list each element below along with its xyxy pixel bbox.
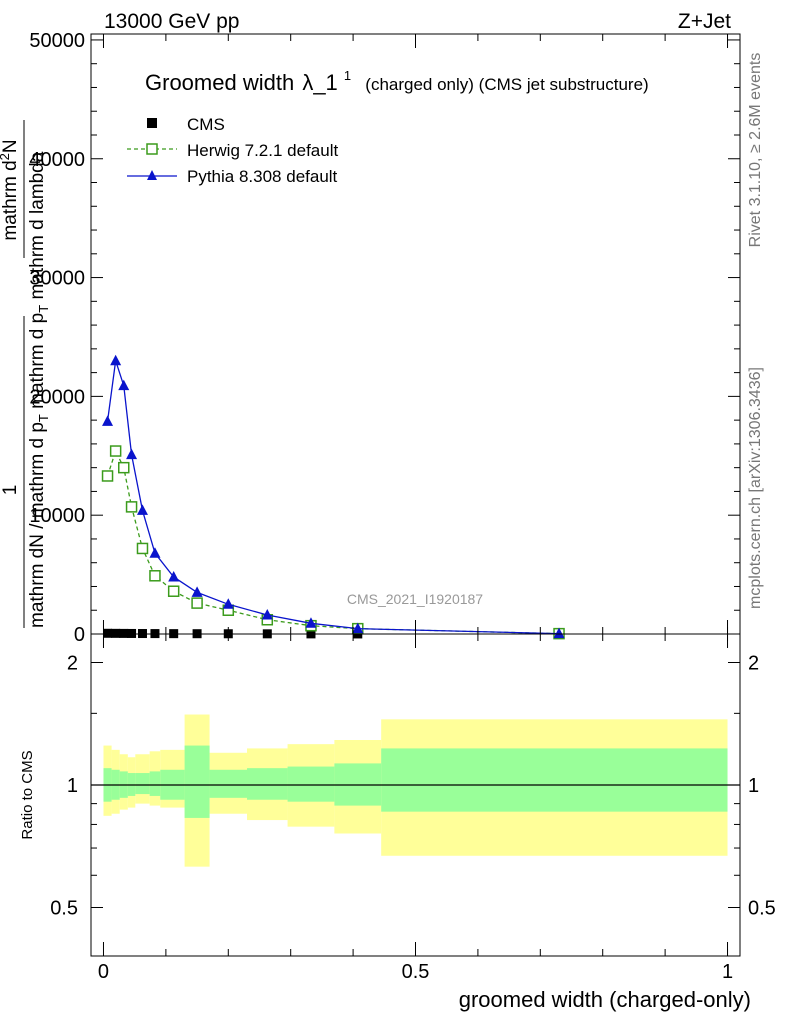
legend-label-herwig: Herwig 7.2.1 default: [187, 141, 338, 160]
legend-label-cms: CMS: [187, 115, 225, 134]
data-point-herwig: [191, 597, 203, 609]
rivet-version-label: Rivet 3.1.10, ≥ 2.6M events: [747, 53, 764, 248]
data-point-pythia: [136, 504, 148, 515]
data-point-herwig: [109, 445, 122, 457]
x-tick-label: 0: [98, 961, 109, 983]
uncertainty-band-stat: [184, 745, 210, 818]
data-point-pythia: [149, 547, 161, 558]
process-label: Z+Jet: [678, 10, 731, 33]
ratio-y-tick-label-right: 2: [748, 653, 759, 675]
x-tick-label: 0.5: [402, 961, 430, 983]
legend-marker-cms: [147, 118, 157, 128]
data-point-pythia: [118, 379, 130, 391]
data-point-herwig: [149, 570, 161, 582]
ratio-y-tick-label-right: 1: [748, 775, 759, 797]
uncertainty-band-stat: [135, 773, 150, 795]
main-y-axis-label: 1 mathrm dN / mathrm d pT mathrm d pT ma…: [0, 120, 51, 628]
data-point-pythia: [191, 586, 203, 597]
data-point-pythia: [102, 415, 114, 426]
main-plot-content: [101, 354, 565, 640]
ratio-y-axis-label: Ratio to CMS: [19, 750, 36, 839]
ratio-y-axis: 0.5 0.5 1 1 2 2: [50, 653, 776, 920]
ylabel-numerator-2: mathrm d2N: [0, 139, 21, 240]
data-point-herwig: [136, 542, 149, 555]
main-y-axis: 0 10000 20000 30000 40000 50000: [29, 30, 740, 646]
main-distribution-panel: 0 10000 20000 30000 40000 50000 CMS_2021_I192…: [0, 30, 741, 646]
ylabel-denominator-1: mathrm dN / mathrm d pT mathrm d pT math…: [27, 151, 51, 628]
ylabel-numerator-1: 1: [0, 485, 21, 496]
chart-title: Groomed width λ_1 1 (charged only) (CMS …: [145, 60, 649, 95]
y-tick-label: 40000: [29, 149, 85, 171]
data-point-cms: [127, 628, 137, 638]
x-tick-label: 1: [722, 961, 733, 983]
ratio-y-tick-label: 1: [67, 775, 78, 797]
uncertainty-band-stat: [209, 769, 248, 798]
mcplots-credit-label: mcplots.cern.ch [arXiv:1306.3436]: [747, 367, 764, 609]
data-point-herwig: [167, 585, 180, 597]
uncertainty-band-stat: [247, 768, 288, 800]
data-point-pythia: [110, 354, 122, 366]
legend-item-pythia: Pythia 8.308 default: [127, 167, 338, 186]
data-point-pythia: [352, 622, 364, 634]
y-tick-label: 30000: [29, 268, 85, 290]
beam-energy-label: 13000 GeV pp: [104, 10, 239, 33]
legend-item-cms: CMS: [147, 115, 225, 134]
uncertainty-band-stat: [381, 748, 728, 812]
legend: CMS Herwig 7.2.1 default Pythia 8.308 de…: [127, 115, 338, 186]
data-point-pythia: [168, 570, 180, 582]
data-point-pythia: [305, 617, 317, 628]
data-point-cms: [111, 628, 121, 638]
analysis-label: CMS_2021_I1920187: [347, 591, 483, 607]
ratio-y-tick-label: 2: [67, 653, 78, 675]
uncertainty-band-stat: [287, 766, 335, 802]
y-tick-label: 0: [74, 624, 85, 646]
data-point-herwig: [125, 501, 138, 513]
x-axis: 0 0.5 1: [98, 34, 733, 983]
ratio-y-tick-label-right: 0.5: [748, 897, 776, 919]
uncertainty-band-stat: [149, 771, 161, 796]
legend-label-pythia: Pythia 8.308 default: [187, 167, 338, 186]
ratio-panel: 0.5 0.51 12 2 0 0.5 1 Ratio to CMS groomed wi…: [19, 34, 776, 1012]
y-tick-label: 20000: [29, 386, 85, 408]
y-tick-label: 10000: [29, 505, 85, 527]
ratio-y-tick-label: 0.5: [50, 897, 78, 919]
data-point-cms: [103, 628, 113, 638]
data-point-pythia: [261, 608, 273, 620]
legend-marker-herwig: [146, 143, 158, 155]
legend-item-herwig: Herwig 7.2.1 default: [127, 141, 338, 160]
legend-marker-pythia: [147, 170, 157, 180]
series-line-herwig: [106, 449, 560, 635]
data-point-pythia: [126, 448, 138, 460]
data-point-pythia: [222, 598, 234, 609]
data-point-herwig: [118, 461, 130, 474]
data-point-pythia: [553, 627, 565, 639]
data-point-herwig: [101, 470, 114, 482]
y-tick-label: 50000: [29, 30, 85, 52]
data-point-cms: [119, 628, 129, 638]
ratio-plot-content: [91, 714, 740, 867]
x-axis-label: groomed width (charged-only): [459, 987, 751, 1012]
